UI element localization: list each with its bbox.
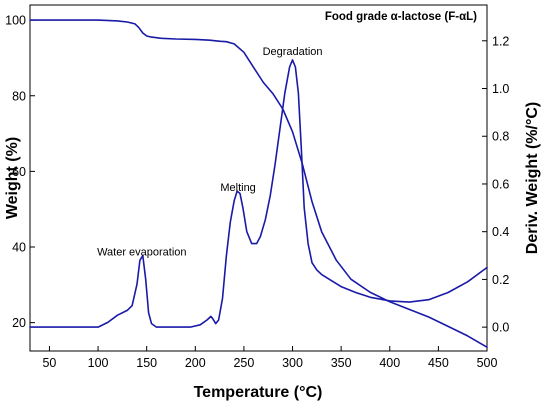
x-tick-label: 300 bbox=[282, 356, 303, 370]
y-right-tick-label: 0.6 bbox=[492, 177, 509, 191]
y-left-axis-title: Weight (%) bbox=[4, 137, 21, 219]
y-right-tick-label: 0.0 bbox=[492, 321, 509, 335]
y-right-tick-label: 0.2 bbox=[492, 273, 509, 287]
axis-tick-labels: 50 100 150 200 250 300 350 400 450 500 20 40 60 80 100… bbox=[5, 14, 509, 370]
y-right-axis-title: Deriv. Weight (%/°C) bbox=[524, 102, 541, 254]
y-left-tick-label: 60 bbox=[12, 165, 26, 179]
x-tick-label: 500 bbox=[477, 356, 498, 370]
x-tick-label: 150 bbox=[136, 356, 157, 370]
x-tick-label: 250 bbox=[233, 356, 254, 370]
y-left-tick-label: 100 bbox=[5, 14, 26, 28]
y-left-tick-label: 80 bbox=[12, 89, 26, 103]
data-curves bbox=[29, 19, 488, 349]
x-tick-label: 450 bbox=[428, 356, 449, 370]
y-left-tick-label: 20 bbox=[12, 316, 26, 330]
deriv-weight-curve bbox=[29, 59, 488, 328]
axis-ticks bbox=[30, 19, 488, 351]
x-tick-label: 400 bbox=[379, 356, 400, 370]
y-right-tick-label: 1.0 bbox=[492, 82, 509, 96]
x-axis-title: Temperature (°C) bbox=[194, 384, 323, 401]
weight-curve bbox=[29, 19, 488, 349]
y-right-tick-label: 0.4 bbox=[492, 225, 509, 239]
x-tick-label: 350 bbox=[331, 356, 352, 370]
x-tick-label: 50 bbox=[42, 356, 56, 370]
y-left-tick-label: 40 bbox=[12, 241, 26, 255]
annotation-label: Degradation bbox=[263, 46, 323, 58]
x-tick-label: 100 bbox=[88, 356, 109, 370]
y-right-tick-label: 0.8 bbox=[492, 130, 509, 144]
y-right-tick-label: 1.2 bbox=[492, 34, 509, 48]
annotation-label: Melting bbox=[220, 182, 255, 194]
annotation-label: Water evaporation bbox=[97, 247, 186, 259]
curve-annotations: Water evaporation Melting Degradation bbox=[97, 46, 322, 258]
x-tick-label: 200 bbox=[185, 356, 206, 370]
chart-title: Food grade α-lactose (F-αL) bbox=[325, 11, 477, 23]
plot-frame bbox=[29, 4, 488, 352]
